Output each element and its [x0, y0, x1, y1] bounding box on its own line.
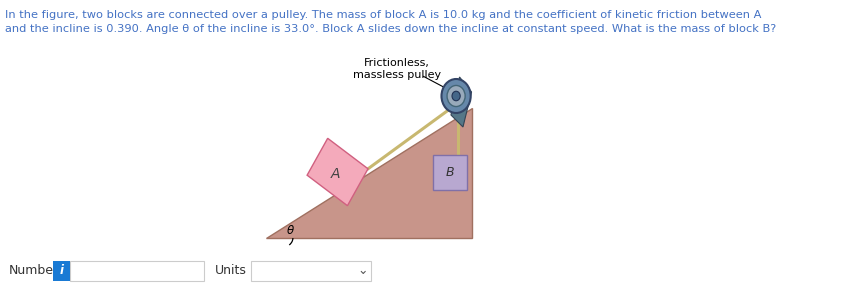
FancyBboxPatch shape	[70, 261, 203, 281]
FancyBboxPatch shape	[53, 261, 70, 281]
Circle shape	[441, 79, 471, 113]
Text: B: B	[446, 166, 454, 179]
Circle shape	[447, 86, 465, 106]
Text: Frictionless,
massless pulley: Frictionless, massless pulley	[352, 58, 441, 79]
Text: In the figure, two blocks are connected over a pulley. The mass of block A is 10: In the figure, two blocks are connected …	[5, 10, 761, 20]
Text: θ: θ	[286, 224, 294, 236]
Text: i: i	[60, 265, 64, 278]
Polygon shape	[307, 138, 368, 206]
Text: ⌄: ⌄	[357, 265, 368, 278]
FancyBboxPatch shape	[433, 155, 468, 190]
FancyBboxPatch shape	[251, 261, 371, 281]
Text: and the incline is 0.390. Angle θ of the incline is 33.0°. Block A slides down t: and the incline is 0.390. Angle θ of the…	[5, 24, 777, 34]
Polygon shape	[266, 108, 473, 238]
Text: A: A	[331, 167, 340, 181]
Polygon shape	[451, 77, 472, 127]
Text: Units: Units	[215, 265, 246, 278]
Text: Number: Number	[8, 265, 58, 278]
Circle shape	[452, 91, 460, 101]
